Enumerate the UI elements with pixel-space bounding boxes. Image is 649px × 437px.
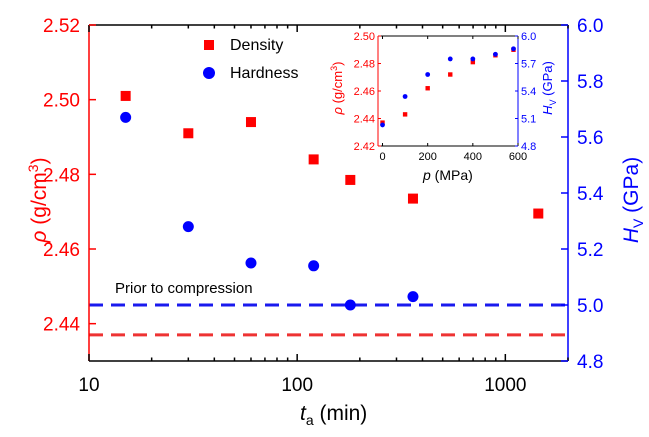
density-point-6: [533, 208, 544, 219]
density-point-3: [308, 154, 319, 165]
density-point-3: [448, 72, 453, 77]
legend-hardness-label: Hardness: [230, 65, 298, 82]
legend-density-label: Density: [230, 37, 283, 54]
hardness-point-0: [380, 122, 385, 128]
reference-lines: [89, 303, 568, 337]
y-left-tick-label-0: 2.42: [354, 141, 375, 153]
y-left-tick-label-4: 2.50: [354, 31, 375, 43]
density-point-4: [470, 59, 476, 65]
y-left-tick-label-2: 2.46: [354, 86, 375, 98]
y-left-tick-label-3: 2.50: [43, 91, 80, 112]
density-point-1: [183, 128, 194, 139]
y-right-tick-label-3: 5.7: [521, 59, 536, 71]
y-right-tick-label-0: 4.8: [577, 352, 603, 373]
y-right-tick-label-3: 5.4: [577, 184, 604, 205]
inset-chart: 0 200 400 600 2.42 2.44 2.46 2.48 2.50 4.8 5.1 5.4 5…: [329, 31, 558, 183]
y-left-tick-label-2: 2.48: [43, 165, 80, 186]
y-axis-left-label: ρ (g/cm3): [25, 157, 51, 243]
y-left-tick-label-0: 2.44: [43, 315, 80, 336]
hardness-point-2: [425, 72, 431, 77]
legend: Density Hardness: [203, 37, 298, 82]
inset-y-axis-right-label: HV (GPa): [540, 61, 558, 115]
hardness-point-5: [493, 51, 498, 57]
inset-ticks: 0 200 400 600 2.42 2.44 2.46 2.48 2.50 4.8 5.1 5.4 5…: [354, 31, 537, 163]
x-tick-label-1: 200: [418, 151, 436, 163]
density-point-1: [402, 112, 408, 117]
y-axis-right-label: HV (GPa): [620, 157, 646, 243]
y-left-tick-label-3: 2.48: [354, 59, 375, 71]
density-point-2: [425, 86, 430, 91]
density-point-5: [407, 193, 418, 204]
legend-density-marker: [204, 40, 214, 50]
hardness-point-2: [245, 257, 257, 269]
density-point-0: [120, 90, 131, 101]
y-right-tick-label-4: 5.6: [577, 128, 603, 149]
hardness-point-6: [511, 46, 516, 52]
y-right-tick-label-1: 5.1: [521, 114, 536, 126]
x-tick-label-3: 600: [509, 151, 527, 163]
main-ticks: 10 100 1000 2.44 2.46 2.48 2.50 2.52 4.8 5.0 5.2 5.…: [43, 16, 604, 396]
x-tick-label-0: 0: [379, 151, 385, 163]
y-left-tick-label-1: 2.44: [354, 114, 375, 126]
y-right-tick-label-4: 6.0: [521, 31, 536, 43]
y-right-tick-label-2: 5.4: [521, 86, 536, 98]
y-right-tick-label-5: 5.8: [577, 72, 603, 93]
hardness-point-0: [120, 111, 132, 123]
inset-data-points: [380, 46, 516, 128]
hardness-point-4: [470, 56, 476, 62]
x-tick-label-2: 1000: [484, 375, 526, 396]
y-left-tick-label-4: 2.52: [43, 16, 80, 37]
x-tick-label-0: 10: [78, 375, 99, 396]
y-right-tick-label-2: 5.2: [577, 240, 603, 261]
y-right-tick-label-6: 6.0: [577, 16, 603, 37]
annotation-prior-to-compression: Prior to compression: [115, 280, 253, 297]
density-point-4: [345, 174, 356, 185]
hardness-point-3: [308, 260, 320, 272]
inset-background: [383, 32, 516, 144]
hardness-point-3: [447, 56, 453, 62]
y-right-tick-label-0: 4.8: [521, 141, 536, 153]
hardness-point-1: [182, 221, 194, 233]
hardness-point-4: [344, 299, 356, 311]
x-axis-label: ta (min): [300, 402, 367, 428]
y-right-tick-label-1: 5.0: [577, 296, 603, 317]
x-tick-label-1: 100: [281, 375, 313, 396]
y-left-tick-label-1: 2.46: [43, 240, 80, 261]
hardness-point-5: [407, 291, 419, 303]
inset-x-axis-label: p (MPa): [422, 167, 473, 183]
main-data-points: [120, 90, 544, 311]
inset-y-axis-left-label: ρ (g/cm3): [329, 62, 345, 116]
x-tick-label-2: 400: [464, 151, 482, 163]
legend-hardness-marker: [203, 67, 215, 79]
hardness-point-1: [402, 94, 408, 99]
density-point-2: [245, 117, 256, 128]
